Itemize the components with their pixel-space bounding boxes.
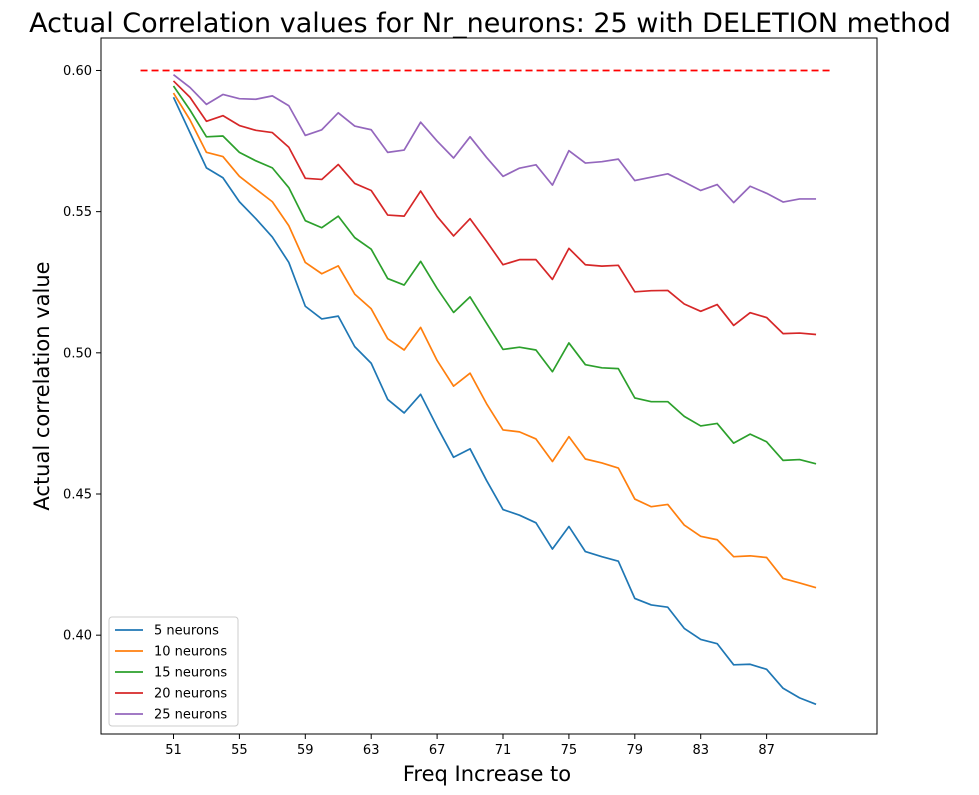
plot-frame xyxy=(100,37,878,735)
x-axis-label: Freq Increase to xyxy=(403,762,571,786)
legend-entry: 5 neurons xyxy=(154,624,219,639)
y-axis: 0.40 0.45 0.50 0.55 0.60 xyxy=(63,64,101,644)
chart-title: Actual Correlation values for Nr_neurons… xyxy=(29,8,951,39)
x-tick-label: 63 xyxy=(363,743,380,758)
x-tick-label: 79 xyxy=(627,743,644,758)
legend-box xyxy=(108,616,239,727)
x-axis: 51 55 59 63 67 71 75 79 83 87 xyxy=(165,734,775,758)
series-line-20-neurons xyxy=(172,80,817,336)
x-tick-label: 67 xyxy=(429,743,446,758)
x-tick-label: 59 xyxy=(297,743,314,758)
legend-entry: 10 neurons xyxy=(154,645,227,660)
y-tick-label: 0.50 xyxy=(63,346,92,361)
x-tick-label: 51 xyxy=(165,743,182,758)
y-tick-label: 0.60 xyxy=(63,64,92,79)
y-tick-label: 0.45 xyxy=(63,488,92,503)
series-line-15-neurons xyxy=(172,85,817,465)
x-tick-label: 83 xyxy=(692,743,709,758)
y-axis-label: Actual correlation value xyxy=(30,261,54,510)
x-tick-label: 71 xyxy=(495,743,512,758)
y-tick-label: 0.55 xyxy=(63,205,92,220)
legend-entry: 15 neurons xyxy=(154,666,227,681)
series-line-10-neurons xyxy=(172,92,817,589)
x-tick-label: 55 xyxy=(231,743,248,758)
x-tick-label: 75 xyxy=(561,743,578,758)
legend-entry: 25 neurons xyxy=(154,708,227,723)
legend: 5 neurons 10 neurons 15 neurons 20 neurons 2… xyxy=(108,616,239,727)
series-line-5-neurons xyxy=(172,96,817,706)
legend-entry: 20 neurons xyxy=(154,687,227,702)
series-line-25-neurons xyxy=(172,74,817,204)
series-layer xyxy=(140,69,833,706)
x-tick-label: 87 xyxy=(758,743,775,758)
y-tick-label: 0.40 xyxy=(63,629,92,644)
